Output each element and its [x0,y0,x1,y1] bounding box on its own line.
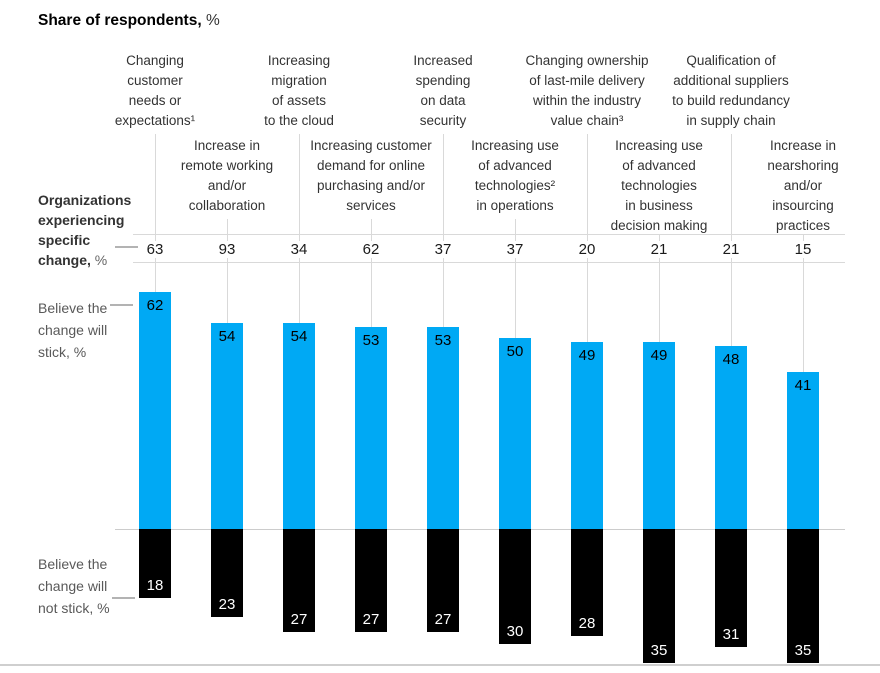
not-stick-bar-value: 28 [578,615,596,632]
organizations-value: 37 [501,241,529,258]
organizations-value: 34 [285,241,313,258]
stick-bar: 54 [211,323,243,529]
stick-bar-value: 50 [506,343,524,360]
not-stick-bar-value: 35 [794,642,812,659]
not-stick-bar: 30 [499,529,531,644]
stick-bar-value: 48 [722,351,740,368]
column-label: Increasing use of advanced technologies²… [471,138,559,213]
stick-bar-value: 54 [290,328,308,345]
column-label: Changing customer needs or expectations¹ [114,53,196,128]
numbers-band-top-rule [133,234,845,235]
column-label: Increase in nearshoring and/or insourcin… [767,138,839,233]
chart-title: Share of respondents, % [38,12,220,30]
connector-dash-not-stick [112,597,135,599]
stick-bar-value: 49 [650,347,668,364]
column-tick-line [371,219,372,327]
column-tick-line [515,219,516,338]
column-label: Increased spending on data security [413,53,473,128]
row-label-stick: Believe the change will stick, % [38,300,108,360]
stick-bar-value: 53 [434,332,452,349]
column-tick-line [299,134,300,323]
stick-bar: 62 [139,292,171,529]
not-stick-bar: 18 [139,529,171,598]
chart-bottom-border [0,664,880,666]
column-label: Increasing customer demand for online pu… [310,138,432,213]
stick-bar-value: 53 [362,332,380,349]
zero-baseline [115,529,845,530]
stick-bar-value: 62 [146,297,164,314]
column-label: Increasing use of advanced technologies … [610,138,708,233]
column-label: Increasing migration of assets to the cl… [264,53,334,128]
column-label: Increase in remote working and/or collab… [180,138,274,213]
organizations-value: 21 [645,241,673,258]
not-stick-bar-value: 27 [290,611,308,628]
organizations-value: 20 [573,241,601,258]
not-stick-bar: 35 [643,529,675,663]
stick-bar: 50 [499,338,531,529]
column-tick-line [659,234,660,342]
column-tick-line [227,219,228,323]
not-stick-bar: 27 [355,529,387,632]
column-tick-line [803,234,804,372]
not-stick-bar: 35 [787,529,819,663]
column-label: Qualification of additional suppliers to… [672,53,790,128]
row-label-organizations: Organizations experiencing specific chan… [38,192,132,268]
not-stick-bar-value: 23 [218,596,236,613]
not-stick-bar: 23 [211,529,243,617]
not-stick-bar: 31 [715,529,747,647]
not-stick-bar: 27 [427,529,459,632]
organizations-value: 15 [789,241,817,258]
chart-title-unit: % [201,12,220,29]
column-tick-line [587,134,588,342]
stick-bar-value: 49 [578,347,596,364]
organizations-value: 63 [141,241,169,258]
stick-bar: 49 [571,342,603,529]
column-tick-line [155,134,156,292]
organizations-value: 37 [429,241,457,258]
connector-dash-stick [110,304,133,306]
not-stick-bar-value: 30 [506,623,524,640]
not-stick-bar-value: 18 [146,577,164,594]
organizations-value: 62 [357,241,385,258]
not-stick-bar: 28 [571,529,603,636]
column-label: Changing ownership of last-mile delivery… [525,53,649,128]
stick-bar-value: 54 [218,328,236,345]
organizations-value: 21 [717,241,745,258]
not-stick-bar-value: 35 [650,642,668,659]
column-tick-line [731,134,732,346]
stick-bar: 48 [715,346,747,529]
numbers-band-bottom-rule [133,262,845,263]
not-stick-bar: 27 [283,529,315,632]
stick-bar: 41 [787,372,819,529]
column-tick-line [443,134,444,327]
organizations-value: 93 [213,241,241,258]
stick-bar: 49 [643,342,675,529]
stick-bar: 53 [427,327,459,529]
not-stick-bar-value: 27 [434,611,452,628]
not-stick-bar-value: 31 [722,626,740,643]
connector-dash-organizations [115,246,138,248]
row-label-not-stick: Believe the change will not stick, % [38,556,110,616]
stick-bar: 53 [355,327,387,529]
not-stick-bar-value: 27 [362,611,380,628]
chart-title-text: Share of respondents, [38,12,202,29]
stick-bar: 54 [283,323,315,529]
stick-bar-value: 41 [794,377,812,394]
